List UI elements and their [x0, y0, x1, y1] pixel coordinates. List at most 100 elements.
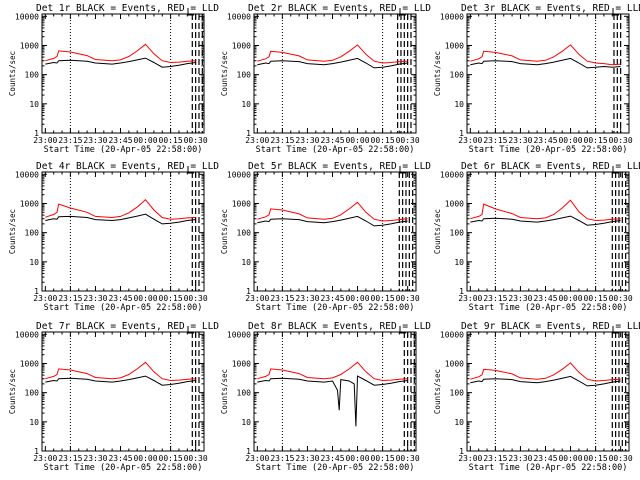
legend-mark [612, 166, 619, 174]
x-tick-label: 23:00 [458, 294, 482, 303]
x-axis-label: Start Time (20-Apr-05 22:58:00) [44, 145, 203, 155]
x-tick-label: 00:30 [609, 454, 633, 463]
plot-frame [466, 331, 630, 452]
y-tick-label: 10000 [15, 170, 39, 179]
x-tick-label: 00:00 [133, 454, 157, 463]
chart-title: Det 6r BLACK = Events, RED = LLD [461, 161, 640, 172]
x-tick-label: 23:00 [245, 454, 269, 463]
x-tick-label: 00:15 [584, 454, 608, 463]
series-line-events [45, 57, 196, 68]
y-tick-label: 10 [454, 258, 464, 267]
x-tick-label: 23:45 [320, 136, 344, 145]
x-tick-label: 23:30 [508, 454, 532, 463]
plot-frame [466, 13, 630, 134]
plot-frame [466, 171, 630, 292]
plot-frame [41, 331, 205, 452]
series-line-events [45, 375, 196, 386]
chart-title: Det 5r BLACK = Events, RED = LLD [248, 161, 431, 172]
x-tick-label: 00:00 [558, 136, 582, 145]
y-tick-label: 1000 [232, 359, 251, 368]
y-axis-label: Counts/sec [220, 209, 229, 254]
x-tick-label: 00:15 [371, 294, 395, 303]
x-tick-label: 23:00 [245, 136, 269, 145]
x-tick-label: 23:15 [58, 454, 82, 463]
y-tick-label: 1 [246, 447, 251, 456]
x-tick-label: 00:00 [558, 454, 582, 463]
y-tick-label: 100 [237, 229, 252, 238]
x-tick-label: 23:30 [83, 136, 107, 145]
y-tick-label: 10 [29, 258, 39, 267]
x-tick-label: 23:45 [320, 294, 344, 303]
y-tick-label: 100 [450, 389, 465, 398]
x-tick-label: 23:15 [270, 294, 294, 303]
x-tick-label: 00:15 [159, 454, 183, 463]
x-tick-label: 00:15 [159, 136, 183, 145]
series-line-events [470, 375, 621, 387]
y-tick-label: 10 [29, 100, 39, 109]
x-tick-label: 23:00 [33, 454, 57, 463]
y-tick-label: 10 [241, 418, 251, 427]
x-tick-label: 23:30 [295, 294, 319, 303]
series-line-lld [470, 362, 621, 382]
x-tick-label: 23:45 [108, 294, 132, 303]
x-axis-label: Start Time (20-Apr-05 22:58:00) [256, 303, 415, 313]
x-tick-label: 00:00 [345, 454, 369, 463]
y-tick-label: 1 [34, 129, 39, 138]
y-tick-label: 10000 [227, 170, 251, 179]
x-tick-label: 00:30 [184, 136, 208, 145]
x-tick-label: 23:00 [33, 294, 57, 303]
x-tick-label: 23:15 [58, 136, 82, 145]
y-axis-label: Counts/sec [433, 369, 442, 414]
y-tick-label: 1000 [445, 199, 464, 208]
plot-frame [253, 13, 417, 134]
x-tick-label: 23:45 [320, 454, 344, 463]
x-tick-label: 23:45 [108, 136, 132, 145]
y-tick-label: 10 [241, 258, 251, 267]
y-tick-label: 10000 [440, 170, 464, 179]
x-tick-label: 23:15 [483, 454, 507, 463]
x-tick-label: 00:30 [396, 136, 420, 145]
x-tick-label: 00:30 [396, 454, 420, 463]
x-tick-label: 23:15 [483, 294, 507, 303]
x-tick-label: 23:15 [483, 136, 507, 145]
y-axis-label: Counts/sec [433, 51, 442, 96]
y-tick-label: 10 [454, 100, 464, 109]
x-tick-label: 23:30 [295, 136, 319, 145]
chart-title: Det 9r BLACK = Events, RED = LLD [461, 321, 640, 332]
plot-frame [253, 331, 417, 452]
y-axis-label: Counts/sec [8, 209, 17, 254]
chart-title: Det 3r BLACK = Events, RED = LLD [461, 3, 640, 14]
x-tick-label: 00:30 [184, 294, 208, 303]
chart-panel-7: Det 7r BLACK = Events, RED = LLD 1 10 100 10… [8, 321, 219, 473]
x-tick-label: 00:15 [584, 294, 608, 303]
chart-title: Det 2r BLACK = Events, RED = LLD [248, 3, 431, 14]
y-tick-label: 100 [25, 229, 40, 238]
x-axis-label: Start Time (20-Apr-05 22:58:00) [256, 463, 415, 473]
y-axis-label: Counts/sec [220, 51, 229, 96]
y-axis-label: Counts/sec [8, 51, 17, 96]
y-tick-label: 10 [29, 418, 39, 427]
chart-panel-6: Det 6r BLACK = Events, RED = LLD 1 10 100 10… [433, 161, 640, 313]
x-tick-label: 23:00 [33, 136, 57, 145]
y-tick-label: 10 [241, 100, 251, 109]
x-tick-label: 23:00 [245, 294, 269, 303]
x-tick-label: 23:30 [83, 454, 107, 463]
series-line-events [257, 375, 408, 427]
x-tick-label: 23:45 [533, 454, 557, 463]
x-tick-label: 00:15 [371, 454, 395, 463]
x-tick-label: 23:45 [108, 454, 132, 463]
y-axis-label: Counts/sec [220, 369, 229, 414]
y-tick-label: 10000 [227, 330, 251, 339]
chart-title: Det 7r BLACK = Events, RED = LLD [36, 321, 219, 332]
x-tick-label: 23:00 [458, 136, 482, 145]
y-tick-label: 100 [237, 389, 252, 398]
x-tick-label: 23:15 [58, 294, 82, 303]
y-tick-label: 1000 [20, 199, 39, 208]
y-tick-label: 100 [237, 71, 252, 80]
y-tick-label: 1 [459, 129, 464, 138]
y-tick-label: 10000 [227, 12, 251, 21]
x-tick-label: 00:30 [609, 136, 633, 145]
y-tick-label: 1 [34, 287, 39, 296]
x-tick-label: 00:15 [371, 136, 395, 145]
chart-panel-1: Det 1r BLACK = Events, RED = LLD 1 10 100 10… [8, 3, 219, 155]
